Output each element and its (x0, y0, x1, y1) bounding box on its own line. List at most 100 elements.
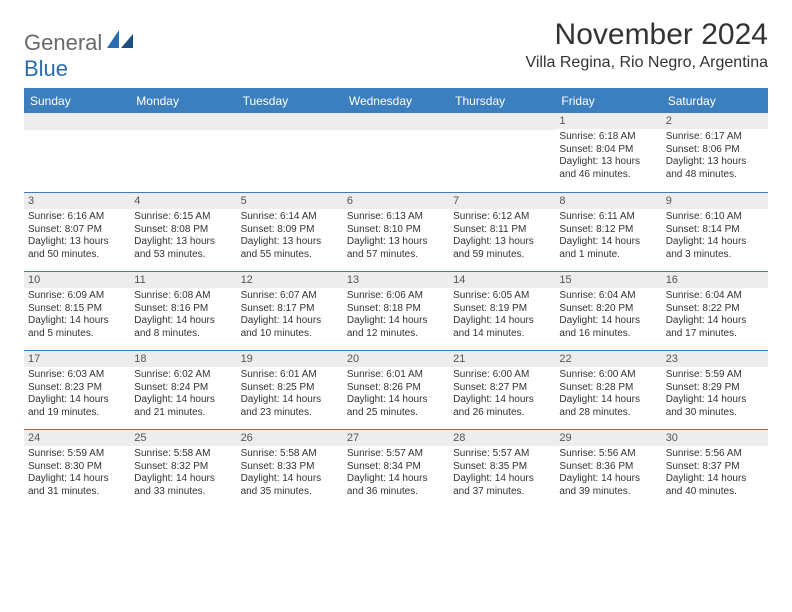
sunset-text: Sunset: 8:10 PM (347, 224, 445, 237)
sunset-text: Sunset: 8:14 PM (666, 224, 764, 237)
calendar-cell: 29Sunrise: 5:56 AMSunset: 8:36 PMDayligh… (555, 430, 661, 509)
calendar-row: 10Sunrise: 6:09 AMSunset: 8:15 PMDayligh… (24, 272, 768, 351)
calendar-cell: 6Sunrise: 6:13 AMSunset: 8:10 PMDaylight… (343, 193, 449, 272)
sunrise-text: Sunrise: 6:06 AM (347, 290, 445, 303)
daylight-text: Daylight: 14 hours and 30 minutes. (666, 394, 764, 419)
day-number: 15 (555, 272, 661, 288)
calendar-cell: 20Sunrise: 6:01 AMSunset: 8:26 PMDayligh… (343, 351, 449, 430)
sunrise-text: Sunrise: 6:09 AM (28, 290, 126, 303)
weekday-header: Monday (130, 89, 236, 113)
sunrise-text: Sunrise: 6:04 AM (559, 290, 657, 303)
calendar-cell: 24Sunrise: 5:59 AMSunset: 8:30 PMDayligh… (24, 430, 130, 509)
daylight-text: Daylight: 13 hours and 57 minutes. (347, 236, 445, 261)
day-number: 12 (237, 272, 343, 288)
sunset-text: Sunset: 8:16 PM (134, 303, 232, 316)
sunrise-text: Sunrise: 6:15 AM (134, 211, 232, 224)
day-number: 17 (24, 351, 130, 367)
sunrise-text: Sunrise: 6:02 AM (134, 369, 232, 382)
calendar-cell: 15Sunrise: 6:04 AMSunset: 8:20 PMDayligh… (555, 272, 661, 351)
day-body: Sunrise: 6:11 AMSunset: 8:12 PMDaylight:… (555, 209, 661, 271)
sunrise-text: Sunrise: 5:56 AM (559, 448, 657, 461)
day-number-empty (237, 113, 343, 130)
calendar-cell (343, 113, 449, 193)
day-number: 24 (24, 430, 130, 446)
daylight-text: Daylight: 14 hours and 39 minutes. (559, 473, 657, 498)
day-number: 11 (130, 272, 236, 288)
calendar-cell (449, 113, 555, 193)
sunrise-text: Sunrise: 6:07 AM (241, 290, 339, 303)
day-body: Sunrise: 5:59 AMSunset: 8:29 PMDaylight:… (662, 367, 768, 429)
day-body: Sunrise: 5:57 AMSunset: 8:35 PMDaylight:… (449, 446, 555, 508)
day-number: 30 (662, 430, 768, 446)
day-number: 10 (24, 272, 130, 288)
calendar-cell: 26Sunrise: 5:58 AMSunset: 8:33 PMDayligh… (237, 430, 343, 509)
day-body: Sunrise: 5:58 AMSunset: 8:33 PMDaylight:… (237, 446, 343, 508)
sunrise-text: Sunrise: 6:03 AM (28, 369, 126, 382)
day-body: Sunrise: 6:09 AMSunset: 8:15 PMDaylight:… (24, 288, 130, 350)
location-text: Villa Regina, Rio Negro, Argentina (525, 54, 768, 72)
sunset-text: Sunset: 8:26 PM (347, 382, 445, 395)
day-number: 26 (237, 430, 343, 446)
sunset-text: Sunset: 8:23 PM (28, 382, 126, 395)
day-number: 5 (237, 193, 343, 209)
sunrise-text: Sunrise: 6:10 AM (666, 211, 764, 224)
day-number: 28 (449, 430, 555, 446)
weekday-header: Friday (555, 89, 661, 113)
sunset-text: Sunset: 8:04 PM (559, 144, 657, 157)
calendar-cell: 14Sunrise: 6:05 AMSunset: 8:19 PMDayligh… (449, 272, 555, 351)
daylight-text: Daylight: 13 hours and 55 minutes. (241, 236, 339, 261)
daylight-text: Daylight: 14 hours and 26 minutes. (453, 394, 551, 419)
day-body-empty (24, 130, 130, 192)
day-body: Sunrise: 5:59 AMSunset: 8:30 PMDaylight:… (24, 446, 130, 508)
sunrise-text: Sunrise: 6:08 AM (134, 290, 232, 303)
day-body: Sunrise: 6:01 AMSunset: 8:26 PMDaylight:… (343, 367, 449, 429)
sunrise-text: Sunrise: 5:59 AM (28, 448, 126, 461)
calendar-cell: 10Sunrise: 6:09 AMSunset: 8:15 PMDayligh… (24, 272, 130, 351)
daylight-text: Daylight: 14 hours and 21 minutes. (134, 394, 232, 419)
calendar-cell: 18Sunrise: 6:02 AMSunset: 8:24 PMDayligh… (130, 351, 236, 430)
sunset-text: Sunset: 8:09 PM (241, 224, 339, 237)
daylight-text: Daylight: 14 hours and 12 minutes. (347, 315, 445, 340)
day-body: Sunrise: 6:00 AMSunset: 8:27 PMDaylight:… (449, 367, 555, 429)
daylight-text: Daylight: 14 hours and 10 minutes. (241, 315, 339, 340)
logo: General Blue (24, 18, 135, 82)
daylight-text: Daylight: 14 hours and 31 minutes. (28, 473, 126, 498)
calendar-cell: 16Sunrise: 6:04 AMSunset: 8:22 PMDayligh… (662, 272, 768, 351)
day-body: Sunrise: 6:18 AMSunset: 8:04 PMDaylight:… (555, 129, 661, 191)
sunset-text: Sunset: 8:08 PM (134, 224, 232, 237)
sunrise-text: Sunrise: 6:01 AM (241, 369, 339, 382)
logo-sail-icon (107, 30, 135, 50)
logo-word-2: Blue (24, 56, 68, 81)
sunset-text: Sunset: 8:28 PM (559, 382, 657, 395)
day-number: 16 (662, 272, 768, 288)
day-body-empty (237, 130, 343, 192)
daylight-text: Daylight: 14 hours and 33 minutes. (134, 473, 232, 498)
day-number: 14 (449, 272, 555, 288)
calendar-cell: 2Sunrise: 6:17 AMSunset: 8:06 PMDaylight… (662, 113, 768, 193)
day-body: Sunrise: 6:10 AMSunset: 8:14 PMDaylight:… (662, 209, 768, 271)
day-body: Sunrise: 6:12 AMSunset: 8:11 PMDaylight:… (449, 209, 555, 271)
sunrise-text: Sunrise: 5:58 AM (134, 448, 232, 461)
day-body: Sunrise: 5:58 AMSunset: 8:32 PMDaylight:… (130, 446, 236, 508)
sunrise-text: Sunrise: 5:59 AM (666, 369, 764, 382)
sunset-text: Sunset: 8:35 PM (453, 461, 551, 474)
day-number: 20 (343, 351, 449, 367)
day-number: 6 (343, 193, 449, 209)
calendar-cell (237, 113, 343, 193)
calendar-cell: 1Sunrise: 6:18 AMSunset: 8:04 PMDaylight… (555, 113, 661, 193)
day-number: 13 (343, 272, 449, 288)
day-number: 2 (662, 113, 768, 129)
sunrise-text: Sunrise: 6:11 AM (559, 211, 657, 224)
weekday-header: Saturday (662, 89, 768, 113)
day-number: 9 (662, 193, 768, 209)
calendar-cell: 19Sunrise: 6:01 AMSunset: 8:25 PMDayligh… (237, 351, 343, 430)
calendar-cell: 17Sunrise: 6:03 AMSunset: 8:23 PMDayligh… (24, 351, 130, 430)
title-block: November 2024 Villa Regina, Rio Negro, A… (525, 18, 768, 72)
calendar-cell: 4Sunrise: 6:15 AMSunset: 8:08 PMDaylight… (130, 193, 236, 272)
daylight-text: Daylight: 14 hours and 8 minutes. (134, 315, 232, 340)
daylight-text: Daylight: 14 hours and 23 minutes. (241, 394, 339, 419)
daylight-text: Daylight: 13 hours and 50 minutes. (28, 236, 126, 261)
day-body: Sunrise: 6:00 AMSunset: 8:28 PMDaylight:… (555, 367, 661, 429)
sunrise-text: Sunrise: 6:04 AM (666, 290, 764, 303)
calendar-cell: 23Sunrise: 5:59 AMSunset: 8:29 PMDayligh… (662, 351, 768, 430)
